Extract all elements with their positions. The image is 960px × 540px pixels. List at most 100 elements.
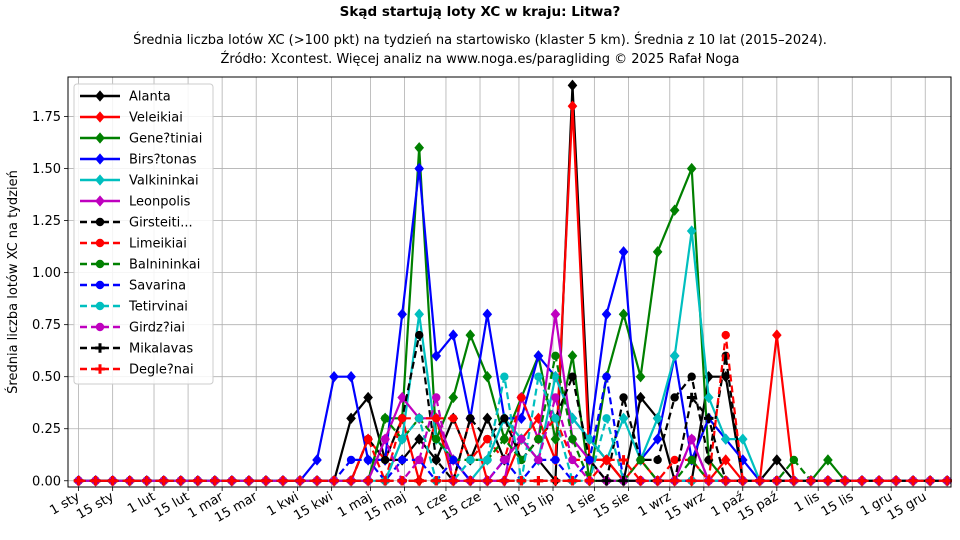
data-point: [482, 308, 493, 320]
legend-label: Tetirvinai: [128, 300, 188, 315]
data-point: [95, 153, 105, 165]
data-point: [669, 350, 680, 362]
legend-label: Limeikiai: [129, 237, 187, 252]
data-point: [482, 475, 493, 486]
data-point: [703, 413, 714, 424]
data-point: [857, 475, 867, 486]
legend-item: Girsteiti...: [80, 216, 193, 231]
chart-source: Źródło: Xcontest. Więcej analiz na www.n…: [220, 52, 740, 67]
y-tick-label: 1.50: [32, 162, 61, 177]
data-point: [432, 455, 441, 465]
data-point: [449, 455, 458, 465]
data-point: [670, 455, 679, 465]
y-tick-label: 0.00: [32, 474, 61, 489]
data-point: [618, 475, 629, 486]
data-point: [567, 100, 578, 112]
x-tick-label: 15 lip: [518, 489, 557, 520]
data-point: [363, 391, 373, 404]
series-13: [73, 455, 952, 486]
data-point: [670, 393, 679, 402]
data-point: [500, 455, 509, 465]
data-point: [584, 433, 595, 445]
data-point: [414, 162, 425, 175]
data-point: [329, 371, 339, 383]
data-point: [500, 434, 509, 444]
data-point: [533, 475, 544, 486]
data-point: [397, 434, 407, 444]
data-point: [380, 414, 390, 423]
legend-item: Limeikiai: [80, 237, 187, 252]
data-point: [414, 433, 425, 445]
data-point: [635, 391, 646, 404]
legend-label: Alanta: [129, 90, 171, 105]
chart-subtitle: Średnia liczba lotów XC (>100 pkt) na ty…: [133, 33, 827, 48]
data-point: [534, 372, 543, 381]
y-tick-label: 1.25: [32, 214, 61, 229]
data-point: [465, 329, 476, 341]
data-point: [95, 90, 105, 102]
data-point: [73, 475, 84, 486]
legend-item: Leonpolis: [80, 195, 191, 210]
data-point: [466, 455, 475, 465]
data-point: [721, 330, 730, 340]
data-point: [840, 475, 850, 486]
data-point: [789, 455, 799, 465]
data-point: [483, 455, 492, 465]
data-point: [95, 280, 105, 290]
data-point: [397, 391, 407, 404]
x-tick-label: 15 kwi: [291, 489, 335, 523]
data-point: [107, 475, 118, 486]
legend-box: [73, 83, 214, 385]
data-point: [380, 434, 390, 444]
x-tick-label: 15 lut: [152, 489, 192, 521]
data-point: [499, 475, 510, 486]
data-point: [90, 475, 101, 486]
data-point: [363, 455, 373, 465]
data-point: [95, 322, 105, 332]
data-point: [415, 455, 424, 465]
legend-item: Gene?tiniai: [80, 132, 202, 147]
legend-item: Alanta: [80, 90, 171, 105]
data-point: [261, 475, 271, 486]
data-point: [482, 412, 493, 424]
data-point: [397, 475, 407, 486]
data-point: [414, 142, 425, 154]
data-point: [95, 132, 105, 144]
legend-item: Girdz?iai: [80, 321, 185, 336]
data-point: [517, 393, 526, 402]
data-point: [517, 434, 526, 444]
legend-item: Savarina: [80, 279, 186, 294]
data-point: [720, 475, 731, 486]
data-point: [686, 162, 697, 175]
data-point: [380, 475, 390, 486]
data-point: [703, 475, 714, 486]
data-point: [755, 475, 765, 486]
data-point: [193, 475, 203, 486]
x-tick-label: 15 lis: [819, 489, 857, 519]
data-point: [432, 434, 441, 444]
y-tick-label: 0.75: [32, 318, 61, 333]
data-point: [448, 329, 459, 341]
y-tick-label: 1.75: [32, 110, 61, 125]
data-point: [942, 475, 952, 486]
data-point: [95, 195, 105, 207]
data-point: [687, 455, 696, 465]
data-point: [449, 414, 458, 423]
data-point: [95, 364, 105, 374]
data-point: [95, 238, 105, 248]
legend-item: Birs?tonas: [80, 153, 197, 168]
data-point: [567, 475, 578, 486]
data-point: [397, 308, 407, 320]
data-point: [414, 475, 424, 486]
chart-title: Skąd startują loty XC w kraju: Litwa?: [339, 4, 621, 20]
data-point: [686, 225, 697, 237]
data-point: [550, 475, 561, 486]
data-point: [669, 204, 680, 216]
data-point: [158, 475, 169, 486]
data-point: [431, 475, 442, 486]
data-point: [482, 371, 493, 383]
data-point: [448, 391, 459, 404]
data-point: [500, 414, 509, 423]
data-point: [669, 475, 680, 486]
